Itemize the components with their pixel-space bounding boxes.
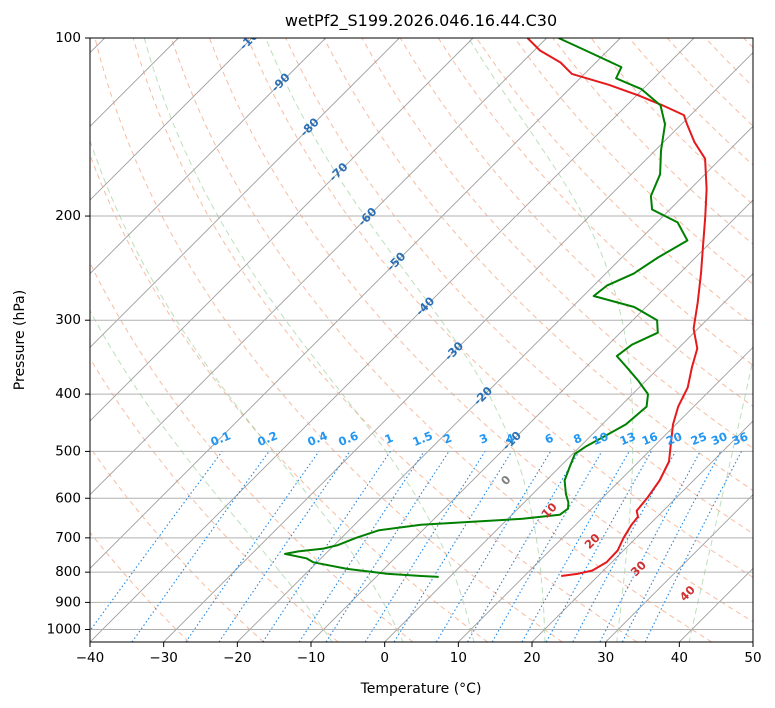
mixing-ratio-line [621, 451, 722, 642]
isotherm-line [237, 125, 753, 642]
mixing-ratio-line [218, 451, 351, 642]
mixing-ratio-label: 16 [640, 429, 660, 448]
x-tick-label: 10 [450, 650, 467, 666]
x-tick-label: −40 [76, 650, 105, 666]
isotherm-line [90, 38, 400, 348]
moist-adiabat-line [143, 38, 475, 642]
mixing-ratio-line [572, 451, 676, 642]
x-tick-label: 50 [744, 650, 761, 666]
chart-title: wetPf2_S199.2026.046.16.44.C30 [285, 11, 557, 31]
mixing-ratio-line [90, 451, 223, 632]
dry-adiabat-line [132, 38, 638, 642]
mixing-ratio-label: 10 [590, 429, 610, 448]
x-tick-label: −30 [149, 650, 178, 666]
isotherm-line [90, 38, 253, 201]
y-tick-label: 100 [55, 30, 81, 46]
y-tick-label: 800 [55, 564, 81, 580]
axes: −40 −30 −20 −10 0 10 20 30 40 50 100 200 300 400 500 60… [47, 30, 762, 666]
isotherm-line [90, 38, 474, 422]
dry-adiabat-line [90, 531, 190, 642]
mixing-ratio-line [131, 451, 270, 642]
mixing-ratio-label: 20 [664, 429, 684, 448]
dry-adiabat-line [209, 38, 753, 623]
isobars [90, 38, 753, 630]
plot-frame [89, 37, 754, 643]
temperature-profile-line [526, 38, 708, 577]
mixing-ratio-label: 36 [730, 429, 750, 448]
dry-adiabats [90, 38, 753, 642]
mixing-ratio-line [393, 451, 513, 642]
mixing-ratio-line [325, 451, 450, 642]
isotherms [90, 38, 753, 642]
mixing-ratio-line [521, 451, 630, 642]
y-axis-label: Pressure (hPa) [12, 290, 28, 390]
dry-adiabat-line [90, 261, 414, 642]
moist-adiabat-line [265, 38, 546, 642]
mixing-ratio-line [262, 451, 391, 642]
mixing-ratio-line [545, 451, 652, 642]
y-tick-label: 700 [55, 530, 81, 546]
dry-adiabat-line [399, 38, 753, 408]
isotherm-line [163, 52, 753, 642]
mixing-ratio-line [298, 451, 425, 642]
isotherm-line [531, 420, 753, 642]
moist-adiabat-line [90, 139, 404, 642]
moist-adiabat-line [90, 309, 333, 642]
x-tick-label: −10 [297, 650, 326, 666]
isotherm-line [90, 38, 547, 496]
y-tick-label: 1000 [47, 621, 81, 637]
isotherm-line [458, 346, 753, 642]
isotherm-line [605, 494, 753, 642]
dry-adiabat-line [94, 38, 563, 642]
y-tick-label: 600 [55, 490, 81, 506]
mixing-ratio-label: 13 [618, 429, 638, 448]
y-tick-label: 400 [55, 386, 81, 402]
isotherm-line [310, 199, 753, 642]
moist-adiabat-line [688, 356, 753, 642]
dry-adiabat-line [361, 38, 753, 449]
mixing-ratio-label: 30 [709, 429, 729, 448]
x-tick-label: 40 [671, 650, 688, 666]
x-tick-label: 0 [380, 650, 389, 666]
x-axis-label: Temperature (°C) [360, 681, 482, 697]
mixing-ratio-lines [90, 451, 742, 642]
y-tick-label: 200 [55, 208, 81, 224]
isotherm-line [90, 38, 326, 275]
y-tick-label: 500 [55, 443, 81, 459]
mixing-ratio-line [185, 451, 320, 642]
x-tick-label: 30 [597, 650, 614, 666]
dry-adiabat-line [90, 357, 339, 642]
plot-area: -100-90-80-70-60-50-40-30-20-100.10.20.4… [90, 38, 753, 642]
isotherm-line [90, 38, 695, 642]
mixing-ratio-label: 25 [689, 429, 709, 448]
profile-series [284, 38, 708, 578]
mixing-ratio-line [644, 451, 742, 642]
x-tick-label: 20 [523, 650, 540, 666]
dry-adiabat-line [323, 38, 753, 492]
dry-adiabat-line [247, 38, 753, 578]
isotherm-line [90, 38, 621, 569]
dewpoint-profile-line [284, 38, 689, 578]
y-tick-label: 900 [55, 594, 81, 610]
y-tick-label: 300 [55, 312, 81, 328]
isotherm-line [384, 273, 753, 642]
x-tick-label: −20 [223, 650, 252, 666]
